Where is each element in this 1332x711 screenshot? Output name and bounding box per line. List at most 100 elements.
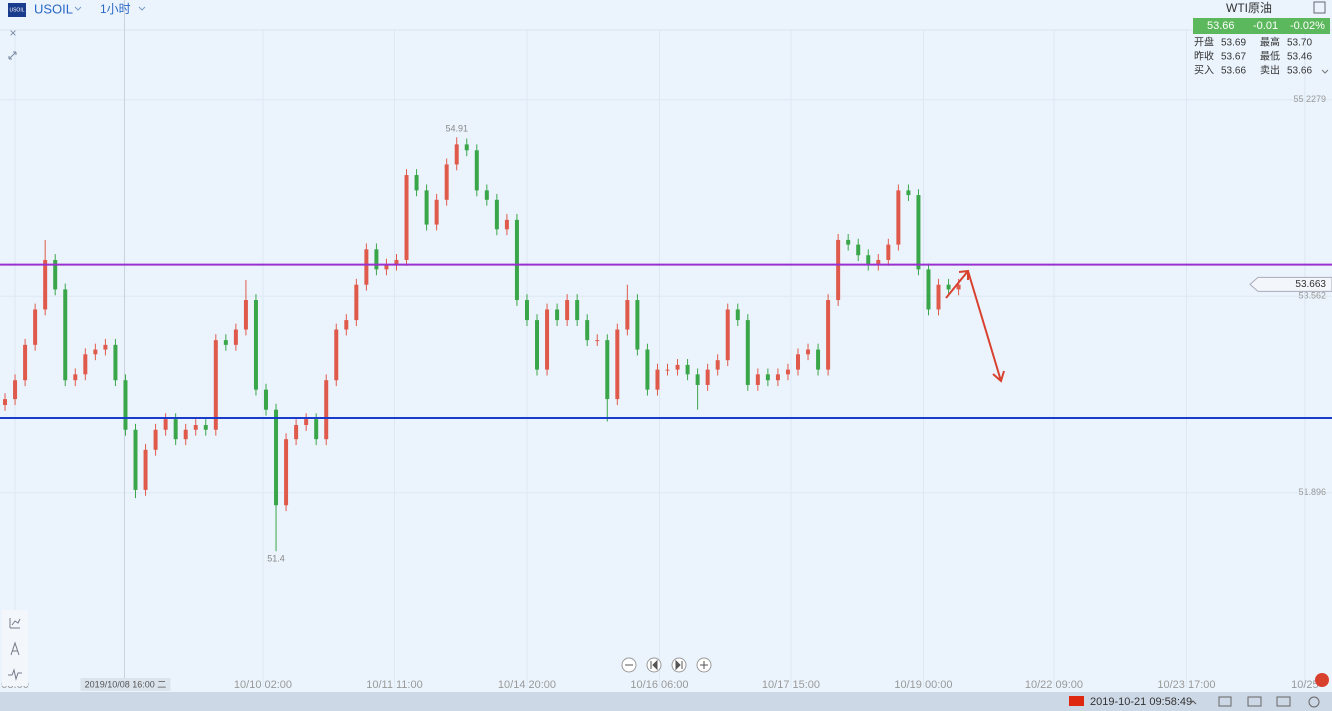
candle-body [474, 150, 479, 191]
signal-tool[interactable] [8, 668, 22, 681]
quote-field-value: 53.69 [1221, 38, 1246, 49]
candle-body [826, 300, 831, 370]
x-tick-label: 10/14 20:00 [498, 679, 556, 691]
candle-body [444, 164, 449, 200]
indicator-tool[interactable] [9, 618, 21, 629]
candle-body [344, 320, 349, 330]
quote-field-name: 买入 [1194, 65, 1214, 77]
candle-body [183, 429, 188, 440]
candle-body [504, 219, 509, 230]
candle-body [595, 340, 600, 342]
candle-body [775, 374, 780, 381]
candle-body [615, 329, 620, 400]
candle-body [675, 364, 680, 370]
y-tick-label: 55.2279 [1293, 94, 1326, 104]
y-tick-label: 51.896 [1298, 487, 1326, 497]
candle-body [334, 329, 339, 381]
candle-body [223, 340, 228, 345]
candle-body [434, 199, 439, 225]
expand-icon[interactable] [1321, 69, 1329, 74]
screenshot-button[interactable] [1247, 696, 1262, 707]
settings-button[interactable] [1308, 696, 1320, 708]
quote-change: -0.01 [1253, 20, 1278, 32]
candle-body [494, 199, 499, 230]
candle-body [856, 244, 861, 256]
candle-body [705, 369, 710, 385]
candle-body [113, 344, 118, 381]
user-icon[interactable] [1315, 673, 1329, 687]
symbol[interactable]: USOIL [34, 1, 73, 16]
candle-body [906, 190, 911, 196]
dropdown-icon[interactable] [74, 6, 82, 11]
quote-field-value: 53.66 [1221, 66, 1246, 77]
candle-body [193, 425, 198, 430]
candle-body [524, 300, 529, 321]
collapse-button[interactable] [8, 51, 17, 60]
candle-body [836, 239, 841, 301]
candle-body [715, 360, 720, 370]
close-button[interactable]: × [9, 26, 16, 40]
quote-field-value: 53.46 [1287, 52, 1312, 63]
draw-tool[interactable] [10, 641, 20, 656]
quote-title: WTI原油 [1226, 1, 1272, 15]
quote-field-value: 53.67 [1221, 52, 1246, 63]
candle-body [665, 369, 670, 371]
video-button[interactable] [1276, 696, 1291, 707]
candle-body [866, 255, 871, 265]
candle-body [625, 300, 630, 330]
candle-body [695, 374, 700, 385]
expand-icon[interactable] [1189, 700, 1197, 705]
candle-body [464, 144, 469, 151]
candle-body [956, 284, 961, 290]
candle-body [93, 349, 98, 355]
quote-field-name: 开盘 [1194, 36, 1214, 49]
candle-body [153, 429, 158, 450]
quote-field-value: 53.66 [1287, 66, 1312, 77]
candle-body [685, 364, 690, 375]
candle-body [63, 289, 68, 381]
x-tick-label: 10/17 15:00 [762, 679, 820, 691]
candle-body [575, 300, 580, 321]
icon [700, 661, 708, 669]
high-label: 54.91 [445, 124, 468, 134]
panel-button[interactable] [1313, 1, 1326, 14]
x-tick-label: 10/23 17:00 [1157, 679, 1215, 691]
x-tick-label: 10/25 [1291, 679, 1319, 691]
candle-body [284, 439, 289, 506]
candle-body [233, 329, 238, 345]
quote-fields: 开盘 53.69 最高 53.70 昨收 53.67 最低 53.46 买入 53.66 卖出 53.… [1194, 36, 1312, 77]
candle-body [454, 144, 459, 165]
candle-body [735, 309, 740, 321]
candle-body [585, 320, 590, 341]
candle-body [535, 320, 540, 370]
candle-body [545, 309, 550, 370]
dropdown-icon[interactable] [138, 6, 146, 11]
arrow-annotation [945, 269, 1005, 383]
candle-body [795, 354, 800, 370]
candle-body [243, 300, 248, 330]
candle-body [404, 175, 409, 260]
candle-body [324, 380, 329, 440]
icon [675, 659, 683, 671]
x-tick-label: 10/22 09:00 [1025, 679, 1083, 691]
last-price-tag [1249, 276, 1332, 292]
symbol-icon-text: USOIL [9, 7, 24, 13]
candle-body [133, 429, 138, 490]
status-datetime: 2019-10-21 09:58:49 [1090, 696, 1192, 708]
candle-body [514, 219, 519, 301]
candle-body [645, 349, 650, 390]
candle-body [83, 354, 88, 375]
interval[interactable]: 1小时 [100, 2, 131, 16]
candle-body [374, 249, 379, 270]
candle-body [33, 309, 38, 345]
candle-body [946, 284, 951, 290]
candle-body [263, 389, 268, 410]
window-button[interactable] [1218, 696, 1232, 707]
candle-body [364, 249, 369, 285]
icon [650, 659, 658, 671]
quote-field-name: 昨收 [1194, 50, 1214, 63]
status-bar [0, 692, 1332, 711]
candle-body [655, 369, 660, 390]
candle-body [424, 190, 429, 225]
